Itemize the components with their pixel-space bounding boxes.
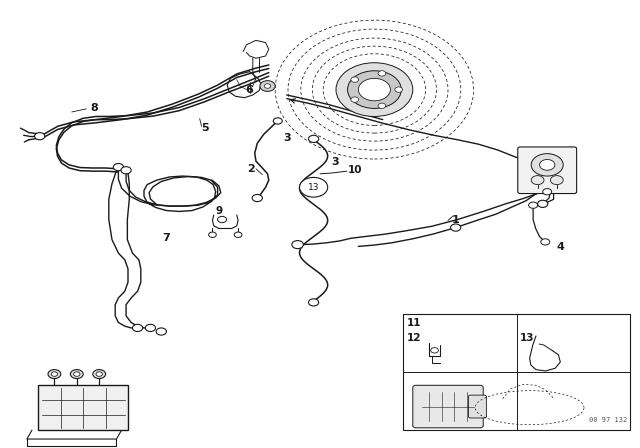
Circle shape bbox=[121, 167, 131, 174]
Text: 3: 3 bbox=[332, 157, 339, 167]
Text: 9: 9 bbox=[215, 206, 223, 215]
Circle shape bbox=[113, 164, 124, 171]
Text: 00 97 132: 00 97 132 bbox=[589, 418, 627, 423]
Circle shape bbox=[51, 372, 58, 376]
Circle shape bbox=[550, 176, 563, 185]
Text: 10: 10 bbox=[348, 165, 362, 175]
Bar bbox=[403, 314, 630, 430]
Circle shape bbox=[378, 71, 386, 76]
Text: 3: 3 bbox=[283, 133, 291, 142]
Circle shape bbox=[336, 63, 413, 116]
Circle shape bbox=[70, 370, 83, 379]
Circle shape bbox=[132, 324, 143, 332]
Circle shape bbox=[395, 87, 403, 92]
Circle shape bbox=[209, 232, 216, 237]
Circle shape bbox=[308, 135, 319, 142]
Text: 12: 12 bbox=[406, 333, 421, 343]
Circle shape bbox=[252, 194, 262, 202]
Circle shape bbox=[260, 81, 275, 91]
Circle shape bbox=[292, 241, 303, 249]
Circle shape bbox=[351, 97, 358, 102]
FancyBboxPatch shape bbox=[468, 395, 486, 418]
Text: 6: 6 bbox=[246, 85, 253, 95]
Circle shape bbox=[234, 232, 242, 237]
Circle shape bbox=[351, 77, 358, 82]
Circle shape bbox=[431, 348, 438, 353]
Circle shape bbox=[308, 299, 319, 306]
Bar bbox=[38, 385, 128, 430]
Circle shape bbox=[541, 239, 550, 245]
FancyBboxPatch shape bbox=[413, 385, 483, 428]
Text: 11: 11 bbox=[406, 318, 421, 327]
Circle shape bbox=[35, 133, 45, 140]
Circle shape bbox=[96, 372, 102, 376]
Text: 4: 4 bbox=[556, 242, 564, 252]
Circle shape bbox=[348, 71, 401, 108]
Text: 2: 2 bbox=[247, 164, 255, 174]
Circle shape bbox=[378, 103, 386, 108]
Text: 8: 8 bbox=[91, 103, 99, 113]
Text: 7: 7 bbox=[163, 233, 170, 243]
Circle shape bbox=[543, 189, 552, 195]
Circle shape bbox=[531, 154, 563, 176]
Text: 5: 5 bbox=[201, 123, 209, 133]
Circle shape bbox=[48, 370, 61, 379]
Text: 13: 13 bbox=[308, 183, 319, 192]
Circle shape bbox=[531, 176, 544, 185]
Circle shape bbox=[156, 328, 166, 335]
Circle shape bbox=[74, 372, 80, 376]
Text: 13: 13 bbox=[520, 333, 534, 343]
Circle shape bbox=[264, 84, 271, 88]
Circle shape bbox=[451, 224, 461, 231]
Text: 1: 1 bbox=[452, 215, 460, 224]
Circle shape bbox=[358, 78, 390, 101]
FancyBboxPatch shape bbox=[518, 147, 577, 194]
Circle shape bbox=[538, 200, 548, 207]
Circle shape bbox=[529, 202, 538, 208]
Circle shape bbox=[540, 159, 555, 170]
Circle shape bbox=[93, 370, 106, 379]
Circle shape bbox=[273, 118, 282, 124]
Circle shape bbox=[300, 177, 328, 197]
Circle shape bbox=[145, 324, 156, 332]
Circle shape bbox=[218, 216, 227, 223]
